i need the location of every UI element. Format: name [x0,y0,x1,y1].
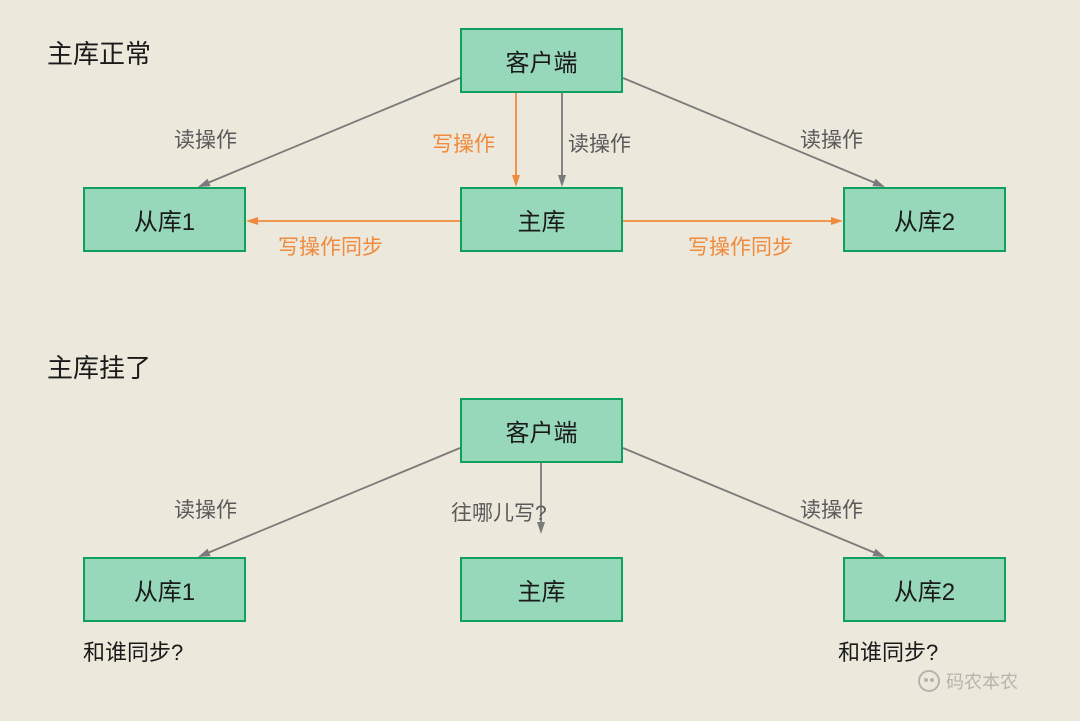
node-slave2b: 从库2 [843,557,1006,622]
edge-label: 写操作同步 [278,231,383,261]
edge-label: 读操作 [568,128,631,158]
edge-label: 读操作 [174,494,237,524]
node-slave1b: 从库2 [843,187,1006,252]
edge-label: 写操作同步 [688,231,793,261]
node-master2: 主库 [460,557,623,622]
edge-label: 写操作 [432,128,495,158]
node-slave2a: 从库1 [83,557,246,622]
diagram-canvas: 主库正常 主库挂了 码农本农 客户端从库1主库从库2客户端从库1主库从库2读操作… [0,0,1080,721]
section-title-top: 主库正常 [47,34,151,71]
caption: 和谁同步? [83,635,183,667]
edge-label: 读操作 [800,124,863,154]
watermark-face-icon [918,670,940,692]
section-title-bottom: 主库挂了 [47,348,151,385]
edge-label: 往哪儿写? [451,497,547,527]
node-slave1a: 从库1 [83,187,246,252]
node-client2: 客户端 [460,398,623,463]
watermark: 码农本农 [918,668,1018,694]
watermark-text: 码农本农 [946,668,1018,694]
edge-label: 读操作 [174,124,237,154]
caption: 和谁同步? [838,635,938,667]
node-master1: 主库 [460,187,623,252]
edge-label: 读操作 [800,494,863,524]
node-client1: 客户端 [460,28,623,93]
